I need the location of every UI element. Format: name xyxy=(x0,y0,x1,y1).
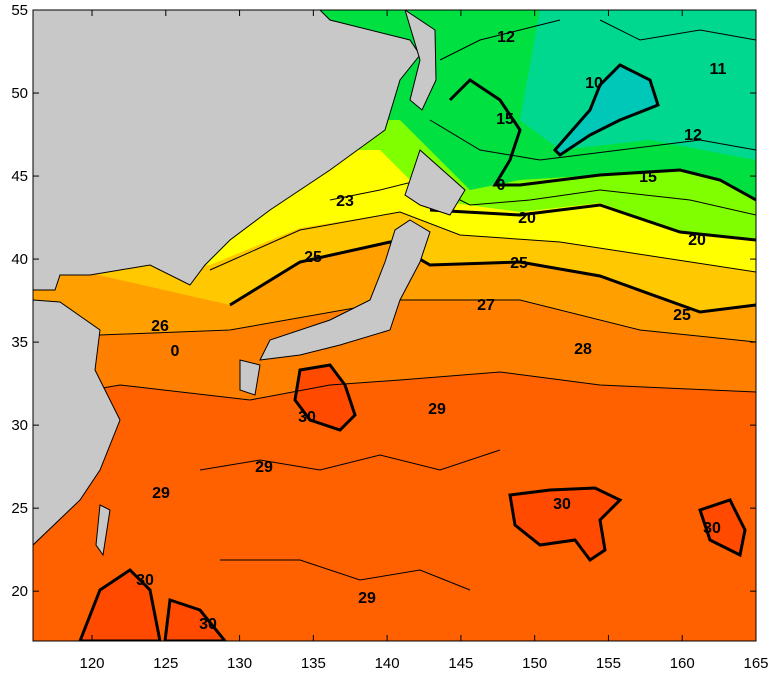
land xyxy=(33,10,466,557)
kyushu xyxy=(239,359,261,396)
x-tick-label: 135 xyxy=(301,655,326,672)
y-tick-label: 25 xyxy=(11,500,28,517)
asian-mainland xyxy=(33,10,421,291)
honshu xyxy=(259,219,431,361)
contour-label: 30 xyxy=(199,616,217,633)
contour-label: 30 xyxy=(703,520,721,537)
x-tick-label: 130 xyxy=(227,655,252,672)
sea-cold-core xyxy=(552,63,660,157)
contour-label: 30 xyxy=(298,409,316,426)
contour-label: 20 xyxy=(518,210,536,227)
y-tick-label: 50 xyxy=(11,85,28,102)
contour-label: 28 xyxy=(574,341,592,358)
contour-label: 10 xyxy=(585,75,603,92)
contour-label: 25 xyxy=(673,307,691,324)
hokkaido xyxy=(404,149,466,216)
contour-label: 15 xyxy=(639,169,657,186)
map-frame xyxy=(32,9,757,642)
x-tick-label: 145 xyxy=(448,655,473,672)
contour-label: 23 xyxy=(336,193,354,210)
contour-label: 29 xyxy=(152,485,170,502)
contour-label: 30 xyxy=(136,572,154,589)
x-tick-label: 155 xyxy=(596,655,621,672)
x-tick-label: 120 xyxy=(80,655,105,672)
sakhalin xyxy=(404,10,437,111)
contour-label: 26 xyxy=(151,318,169,335)
x-tick-label: 125 xyxy=(153,655,178,672)
x-tick-label: 160 xyxy=(670,655,695,672)
contour-label: 20 xyxy=(688,232,706,249)
x-axis-ticks: 120 125 130 135 140 145 150 155 160 165 xyxy=(80,10,769,672)
y-tick-label: 35 xyxy=(11,334,28,351)
taiwan xyxy=(95,504,111,557)
contour-label: 11 xyxy=(710,61,727,78)
contour-label: 15 xyxy=(496,111,514,128)
contour-label: 29 xyxy=(428,401,446,418)
sea-warm-band xyxy=(33,372,756,641)
thick-contours xyxy=(229,78,756,314)
y-tick-label: 20 xyxy=(11,583,28,600)
contour-label: 12 xyxy=(497,29,515,46)
x-tick-label: 140 xyxy=(375,655,400,672)
x-tick-label: 150 xyxy=(522,655,547,672)
y-tick-label: 45 xyxy=(11,168,28,185)
x-tick-label: 165 xyxy=(743,655,768,672)
contour-label: 0 xyxy=(171,343,180,360)
y-tick-label: 55 xyxy=(11,2,28,19)
contour-label: 29 xyxy=(255,459,273,476)
y-axis-ticks: 55 50 45 40 35 30 25 20 xyxy=(11,2,756,600)
contour-label: 30 xyxy=(553,496,571,513)
contour-label: 12 xyxy=(684,127,702,144)
contour-label: 25 xyxy=(510,255,528,272)
contour-label: 29 xyxy=(358,590,376,607)
sea-hot-patches xyxy=(78,363,747,641)
y-tick-label: 30 xyxy=(11,417,28,434)
y-tick-label: 40 xyxy=(11,251,28,268)
contour-label: 27 xyxy=(477,297,495,314)
contour-label: 0 xyxy=(497,177,506,194)
contour-label: 25 xyxy=(304,249,322,266)
china-coast xyxy=(33,299,121,546)
